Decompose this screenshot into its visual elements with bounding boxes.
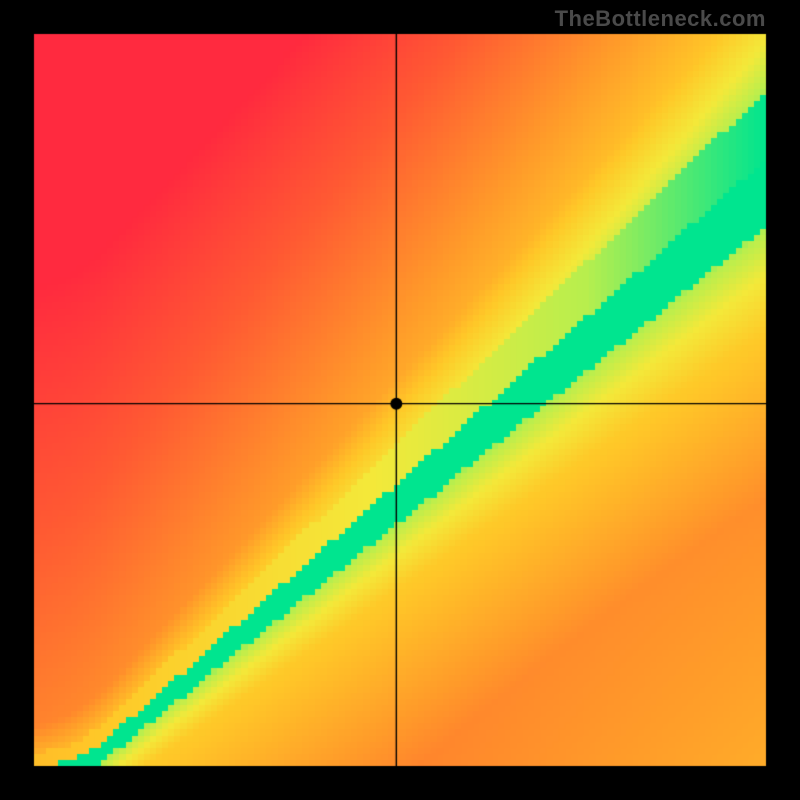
bottleneck-heatmap — [0, 0, 800, 800]
watermark-text: TheBottleneck.com — [555, 6, 766, 32]
